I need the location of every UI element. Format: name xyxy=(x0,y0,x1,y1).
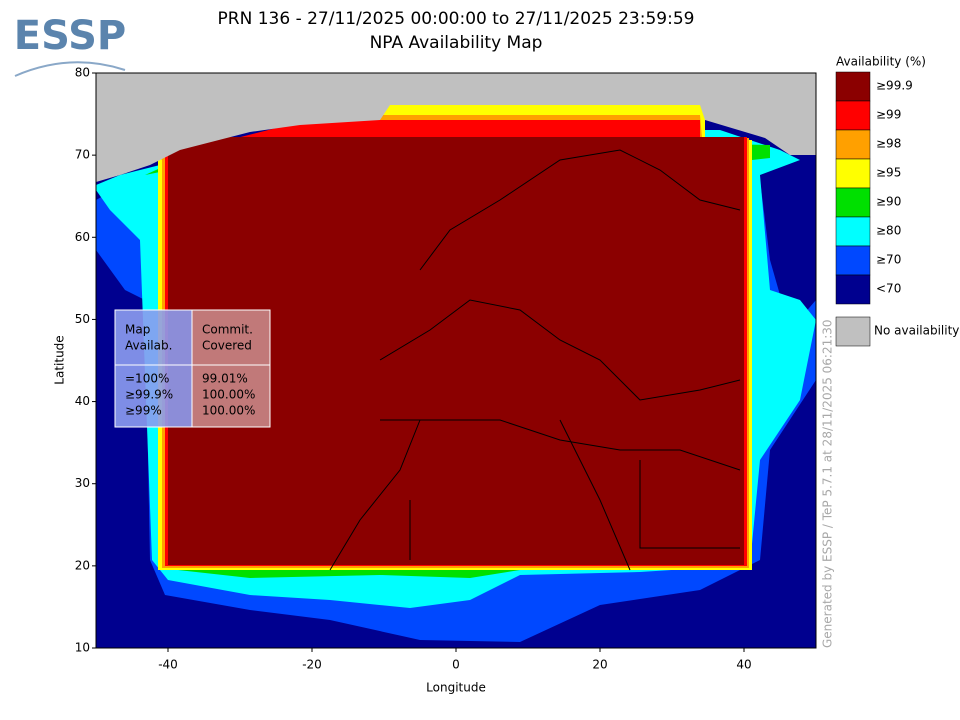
legend-label: ≥80 xyxy=(876,224,901,238)
y-tick-label: 70 xyxy=(75,148,90,162)
legend-swatch xyxy=(835,100,871,131)
table-header: Commit. xyxy=(202,323,253,337)
coastline xyxy=(329,149,741,571)
x-tick-label: 40 xyxy=(736,658,751,672)
logo-arc xyxy=(14,61,126,77)
legend-swatch xyxy=(835,71,871,102)
table-cell xyxy=(192,310,270,427)
legend-label: No availability xyxy=(874,324,959,338)
table-header: Map xyxy=(125,323,150,337)
table-cell-text: ≥99.9% xyxy=(125,388,173,402)
table-header: Availab. xyxy=(125,339,172,353)
legend-swatch xyxy=(835,129,871,160)
table-cell-text: ≥99% xyxy=(125,404,162,418)
legend-label: ≥90 xyxy=(876,195,901,209)
table-cell-text: 100.00% xyxy=(202,388,255,402)
legend-label: ≥95 xyxy=(876,166,901,180)
y-tick-label: 30 xyxy=(75,476,90,490)
legend-title: Availability (%) xyxy=(836,55,926,69)
legend-swatch xyxy=(835,245,871,276)
x-tick-label: 20 xyxy=(592,658,607,672)
legend-swatch xyxy=(835,316,871,347)
y-tick-label: 50 xyxy=(75,312,90,326)
table-cell xyxy=(115,310,192,427)
legend-label: <70 xyxy=(876,282,901,296)
table-cell-text: =100% xyxy=(125,372,169,386)
legend-swatch xyxy=(835,274,871,305)
legend-label: ≥99 xyxy=(876,108,901,122)
y-tick-label: 20 xyxy=(75,558,90,572)
map-area xyxy=(95,72,817,649)
legend-label: ≥70 xyxy=(876,253,901,267)
legend-label: ≥98 xyxy=(876,137,901,151)
title: PRN 136 - 27/11/2025 00:00:00 to 27/11/2… xyxy=(218,9,695,29)
logo: ESSP xyxy=(14,13,126,59)
table-cell-text: 100.00% xyxy=(202,404,255,418)
legend-swatch xyxy=(835,216,871,247)
subtitle: NPA Availability Map xyxy=(370,33,543,53)
legend-swatch xyxy=(835,158,871,189)
y-tick-label: 40 xyxy=(75,394,90,408)
x-tick-label: -20 xyxy=(302,658,322,672)
table-cell-text: 99.01% xyxy=(202,372,248,386)
y-tick-label: 80 xyxy=(75,66,90,80)
y-axis-label: Latitude xyxy=(53,335,67,384)
footer: Generated by ESSP / TeP 5.7.1 at 28/11/2… xyxy=(821,319,835,648)
region xyxy=(96,73,816,182)
legend-swatch xyxy=(835,187,871,218)
x-tick-label: -40 xyxy=(158,658,178,672)
y-tick-label: 10 xyxy=(75,641,90,655)
x-axis-label: Longitude xyxy=(426,681,486,695)
y-tick-label: 60 xyxy=(75,230,90,244)
x-tick-label: 0 xyxy=(452,658,460,672)
legend-label: ≥99.9 xyxy=(876,79,913,93)
table-header: Covered xyxy=(202,339,252,353)
stats-table: Map Availab. Commit. Covered =100% ≥99.9% ≥99%… xyxy=(114,309,271,428)
